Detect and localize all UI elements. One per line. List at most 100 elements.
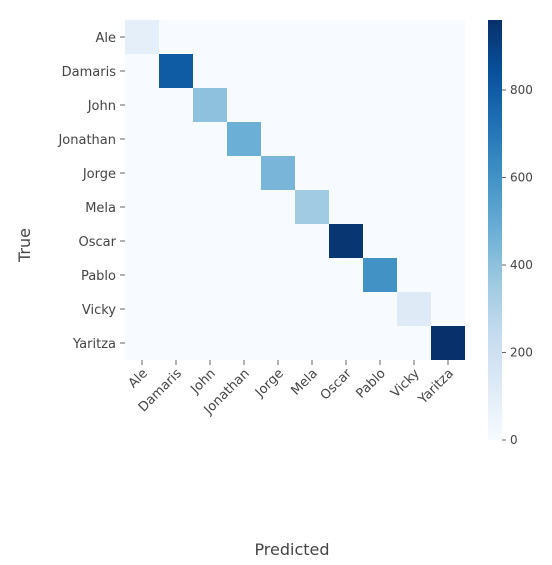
heatmap-cell [363, 224, 397, 258]
heatmap-cell [261, 326, 295, 360]
heatmap-cell [227, 156, 261, 190]
heatmap-cell [397, 156, 431, 190]
y-tick-label: Damaris [62, 65, 117, 80]
heatmap-cell [193, 258, 227, 292]
heatmap-cell [159, 122, 193, 156]
heatmap-cell [261, 224, 295, 258]
y-tick-label: Jorge [82, 167, 116, 182]
heatmap-cell [227, 54, 261, 88]
heatmap-cell [397, 326, 431, 360]
heatmap-cell [227, 224, 261, 258]
heatmap-cell [261, 54, 295, 88]
heatmap-cell [125, 156, 159, 190]
heatmap-cell [329, 326, 363, 360]
heatmap-cell [363, 292, 397, 326]
heatmap-cell [193, 292, 227, 326]
heatmap-cell [295, 224, 329, 258]
colorbar-tick-label: 600 [510, 171, 533, 185]
y-tick-label: Ale [95, 31, 116, 46]
heatmap-cell [193, 224, 227, 258]
heatmap-cell [261, 20, 295, 54]
heatmap-cell [295, 54, 329, 88]
heatmap-cell [295, 20, 329, 54]
heatmap-cell [295, 258, 329, 292]
heatmap-cell [125, 190, 159, 224]
heatmap-cell [125, 326, 159, 360]
heatmap-cell [329, 190, 363, 224]
heatmap-cell [159, 156, 193, 190]
heatmap-cell [159, 88, 193, 122]
heatmap-cell [363, 258, 397, 292]
heatmap-cell [295, 156, 329, 190]
heatmap-cell [125, 88, 159, 122]
heatmap-cell [431, 224, 465, 258]
heatmap-cell [295, 292, 329, 326]
heatmap-cell [363, 190, 397, 224]
y-tick-label: Mela [85, 201, 116, 216]
x-tick-label: John [188, 366, 219, 397]
heatmap-cell [329, 54, 363, 88]
y-axis-ticks: Ale Damaris John Jonathan Jorge Mela Oscar Pabl… [57, 31, 125, 352]
y-tick-label: Jonathan [57, 133, 116, 148]
heatmap-cell [295, 122, 329, 156]
heatmap-cell [363, 20, 397, 54]
heatmap-cell [159, 292, 193, 326]
x-axis-label: Predicted [254, 540, 329, 559]
y-tick-label: Oscar [79, 235, 117, 250]
heatmap-cell [227, 122, 261, 156]
colorbar-tick-label: 0 [510, 433, 518, 447]
heatmap-cell [431, 292, 465, 326]
heatmap-cells [125, 20, 465, 360]
heatmap-cell [125, 258, 159, 292]
heatmap-cell [193, 156, 227, 190]
colorbar-tick-label: 800 [510, 83, 533, 97]
heatmap-cell [397, 54, 431, 88]
colorbar-tick-label: 400 [510, 258, 533, 272]
heatmap-cell [261, 190, 295, 224]
heatmap-cell [227, 88, 261, 122]
heatmap-cell [329, 156, 363, 190]
x-tick-label: Mela [288, 366, 320, 398]
heatmap-cell [261, 122, 295, 156]
x-tick-label: Jorge [252, 366, 287, 401]
y-tick-label: John [87, 99, 116, 114]
heatmap-cell [261, 292, 295, 326]
heatmap-cell [397, 292, 431, 326]
heatmap-cell [261, 156, 295, 190]
heatmap-cell [397, 190, 431, 224]
colorbar: 0 200 400 600 800 [488, 20, 533, 447]
heatmap-cell [431, 326, 465, 360]
heatmap-cell [295, 88, 329, 122]
heatmap-cell [431, 88, 465, 122]
heatmap-cell [363, 122, 397, 156]
heatmap-cell [159, 224, 193, 258]
x-tick-label: Oscar [318, 366, 356, 404]
heatmap-cell [431, 190, 465, 224]
heatmap-cell [363, 156, 397, 190]
heatmap-cell [329, 258, 363, 292]
heatmap-cell [227, 20, 261, 54]
heatmap-cell [397, 88, 431, 122]
heatmap-cell [159, 20, 193, 54]
heatmap-cell [125, 292, 159, 326]
x-tick-label: Yaritza [415, 366, 457, 408]
heatmap-cell [363, 88, 397, 122]
heatmap-cell [193, 122, 227, 156]
x-tick-label: Ale [126, 366, 151, 391]
heatmap-cell [193, 190, 227, 224]
y-tick-label: Pablo [81, 269, 116, 284]
heatmap-cell [363, 54, 397, 88]
heatmap-cell [431, 54, 465, 88]
heatmap-cell [329, 224, 363, 258]
heatmap-cell [159, 54, 193, 88]
heatmap-cell [193, 20, 227, 54]
heatmap-cell [363, 326, 397, 360]
heatmap-cell [227, 190, 261, 224]
heatmap-cell [431, 122, 465, 156]
heatmap-cell [159, 190, 193, 224]
heatmap-cell [227, 258, 261, 292]
colorbar-tick-label: 200 [510, 346, 533, 360]
x-tick-label: Pablo [353, 366, 388, 401]
